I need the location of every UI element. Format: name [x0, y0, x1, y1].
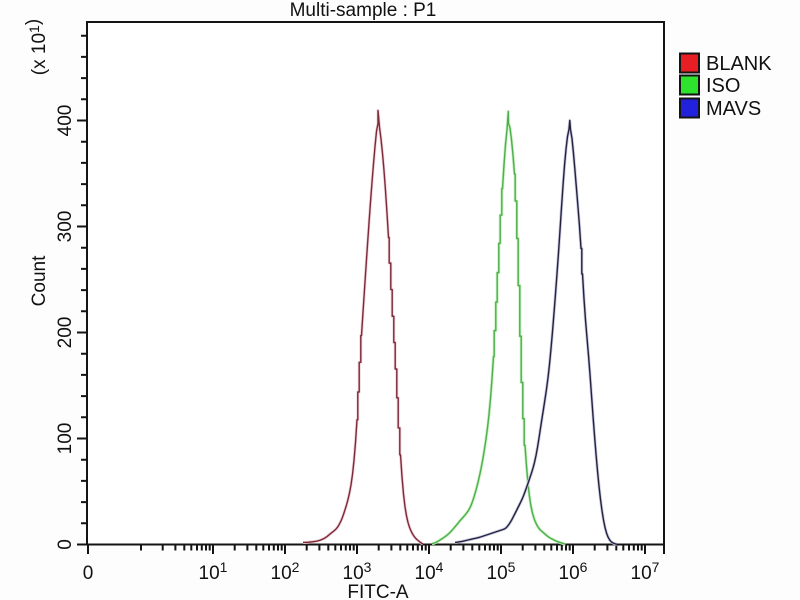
- svg-text:0: 0: [55, 539, 76, 550]
- svg-text:MAVS: MAVS: [706, 98, 761, 120]
- svg-text:200: 200: [55, 317, 76, 349]
- svg-text:400: 400: [55, 105, 76, 137]
- svg-text:FITC-A: FITC-A: [347, 582, 409, 600]
- svg-text:ISO: ISO: [706, 75, 740, 97]
- svg-text:300: 300: [55, 211, 76, 243]
- svg-text:Multi-sample : P1: Multi-sample : P1: [290, 0, 437, 21]
- svg-text:100: 100: [55, 423, 76, 455]
- svg-text:Count: Count: [29, 255, 50, 306]
- svg-text:107: 107: [631, 559, 660, 584]
- svg-text:BLANK: BLANK: [706, 53, 772, 75]
- svg-text:0: 0: [83, 563, 94, 584]
